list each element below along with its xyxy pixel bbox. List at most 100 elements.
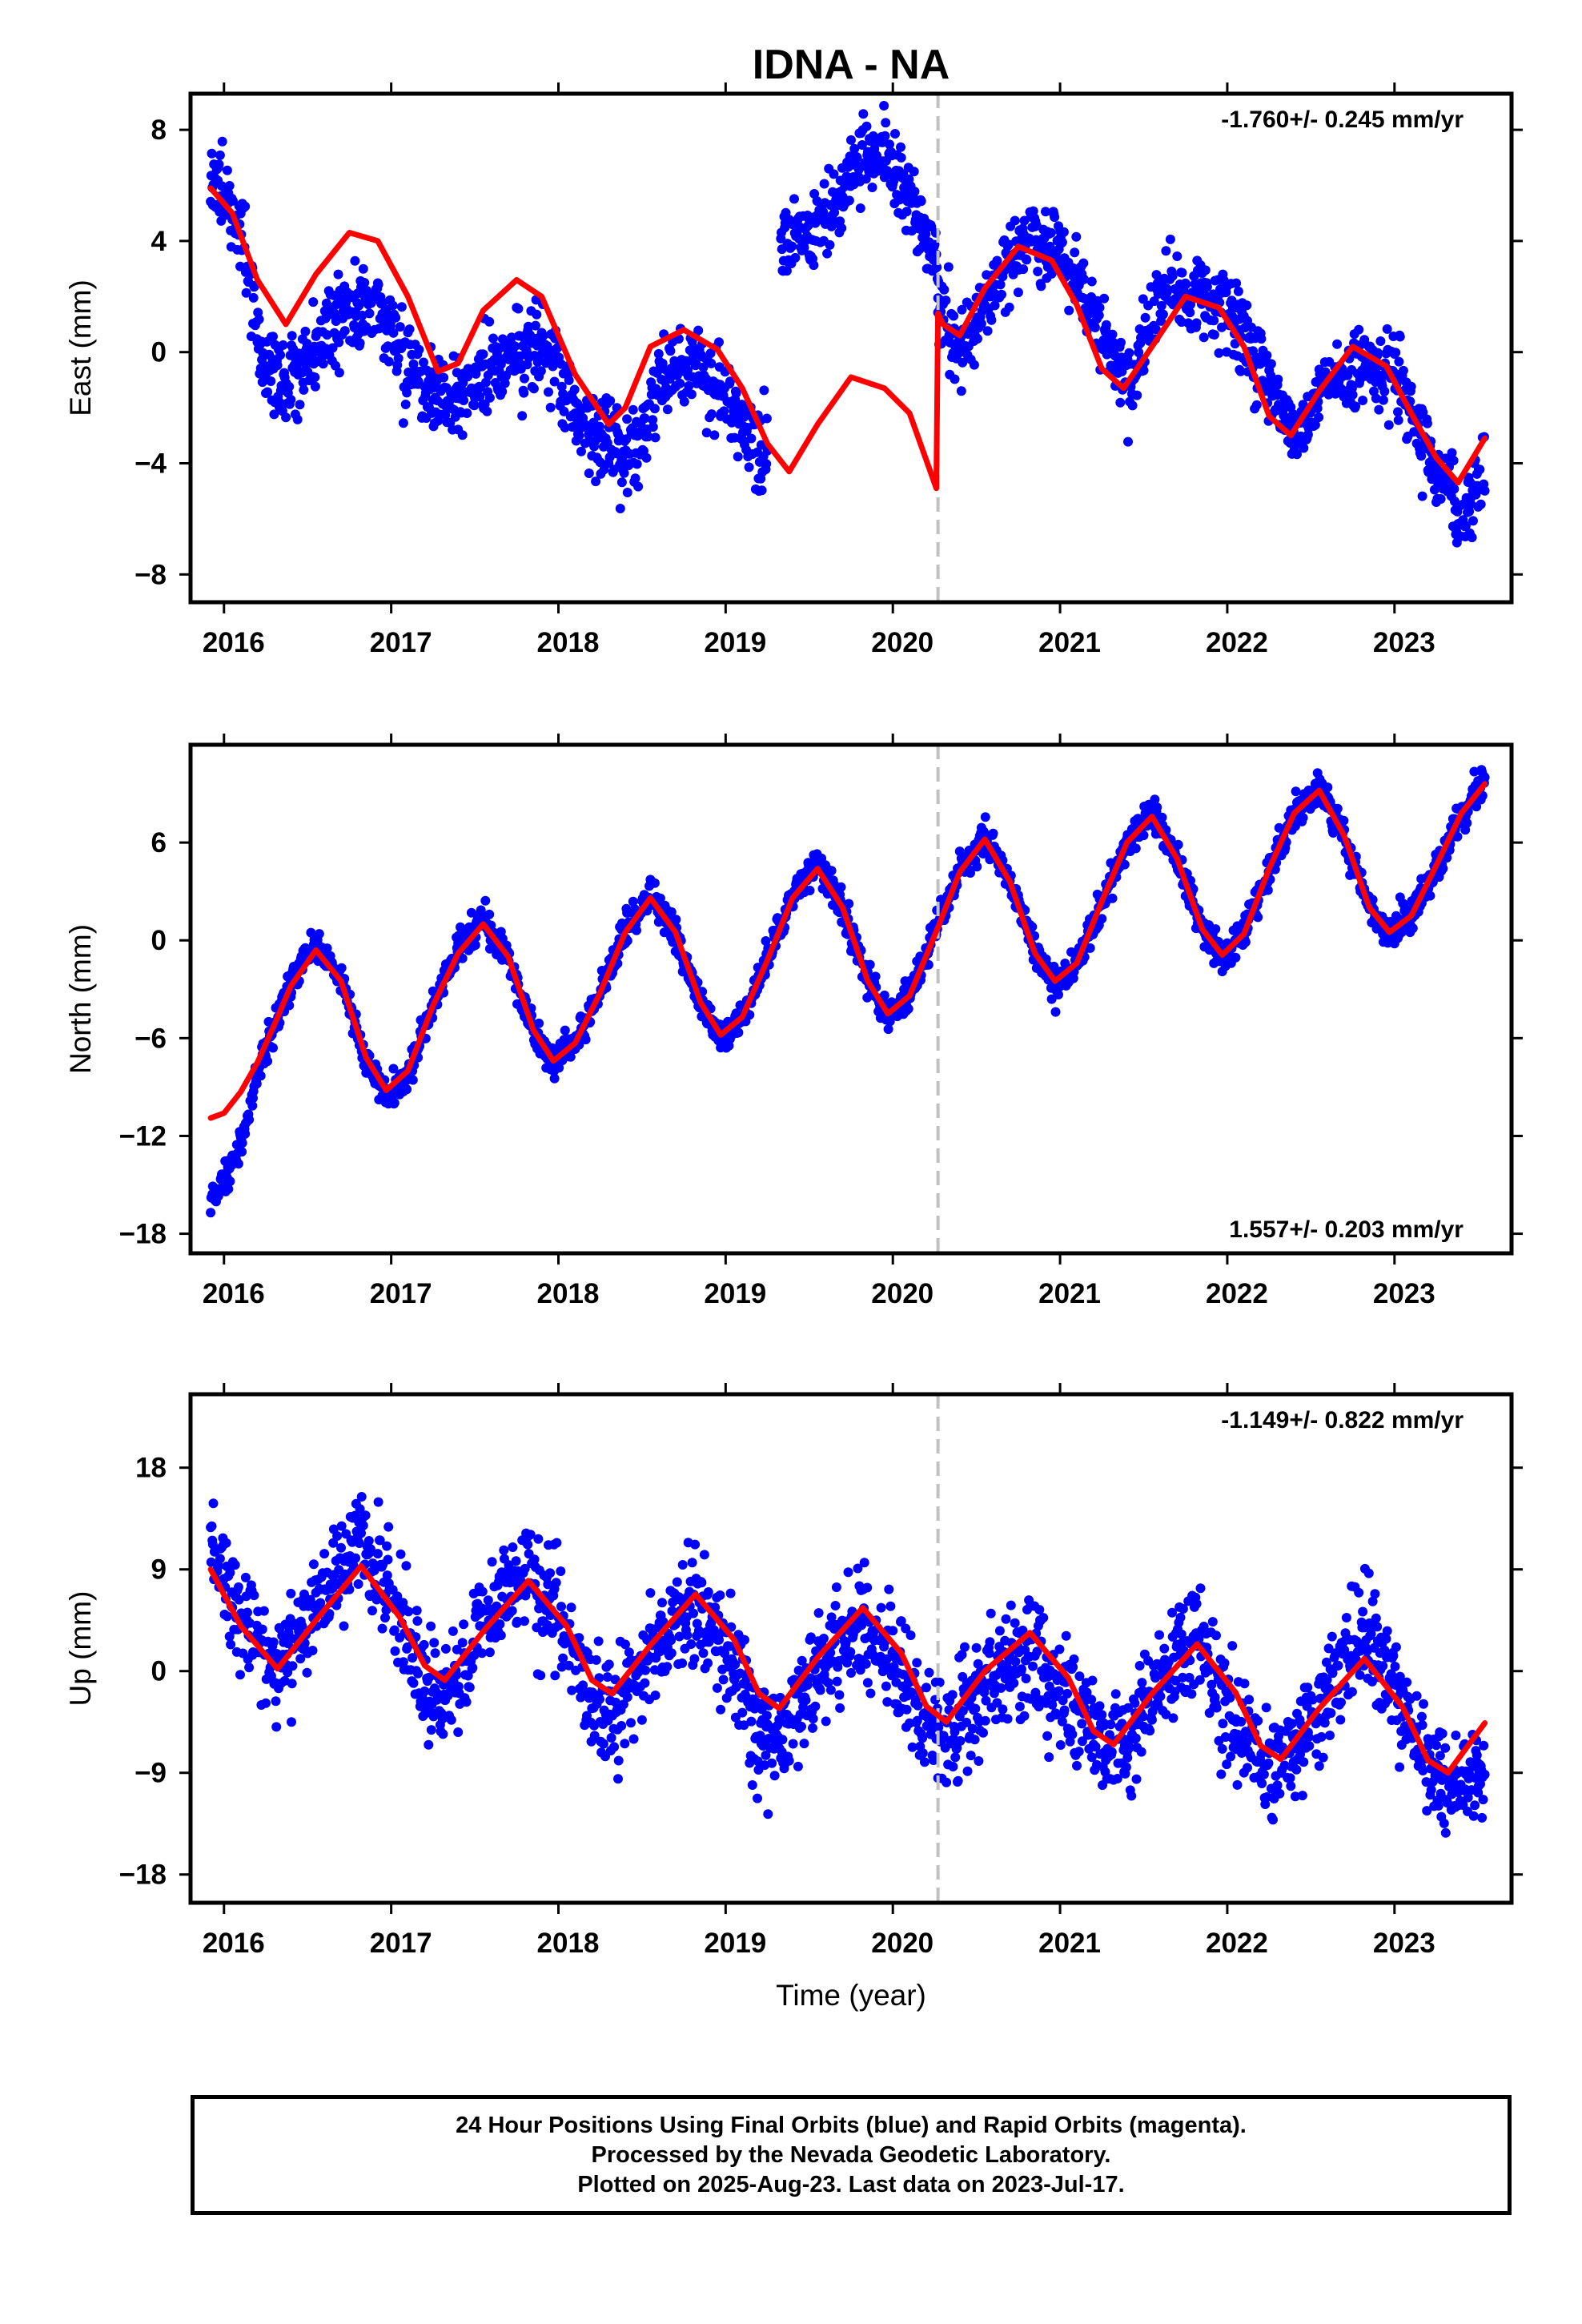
data-point: [330, 308, 340, 319]
data-point: [544, 387, 553, 397]
data-point: [552, 1538, 562, 1548]
data-point: [318, 359, 328, 369]
data-point: [308, 1559, 319, 1570]
data-point: [446, 1715, 456, 1725]
data-point: [931, 249, 942, 259]
data-point: [224, 1631, 235, 1642]
data-point: [453, 1727, 464, 1737]
data-point: [307, 1646, 318, 1655]
data-point: [300, 326, 311, 336]
data-point: [805, 886, 815, 895]
data-point: [725, 1641, 735, 1651]
data-point: [305, 1594, 315, 1605]
data-point: [855, 203, 865, 213]
data-point: [1299, 443, 1309, 453]
data-point: [380, 1613, 390, 1623]
data-point: [523, 321, 533, 332]
data-point: [389, 1625, 400, 1635]
data-point: [1167, 271, 1178, 281]
data-point: [430, 1648, 440, 1659]
data-point: [375, 1535, 385, 1546]
data-point: [299, 384, 309, 395]
data-point: [334, 337, 344, 348]
data-point: [1185, 308, 1195, 318]
data-point: [404, 1606, 414, 1617]
data-point: [240, 201, 251, 211]
data-point: [633, 481, 644, 492]
data-point: [966, 868, 975, 878]
model-curve: [207, 781, 1488, 1121]
data-point: [217, 136, 227, 147]
data-point: [496, 1630, 506, 1641]
data-point: [261, 1698, 271, 1708]
data-point: [703, 1587, 713, 1597]
data-point: [616, 477, 627, 488]
data-point: [377, 1623, 387, 1634]
data-point: [287, 331, 297, 341]
data-point: [452, 1644, 462, 1655]
data-point: [1209, 316, 1219, 326]
data-point: [268, 332, 278, 342]
data-point: [371, 1594, 382, 1605]
data-point: [1064, 305, 1074, 316]
data-point: [440, 1643, 451, 1654]
data-point: [980, 812, 990, 822]
data-point: [1050, 212, 1060, 223]
data-point: [334, 368, 344, 378]
data-point: [354, 1538, 364, 1548]
data-point: [1417, 491, 1427, 501]
data-point: [222, 165, 232, 175]
x-tick-label: 2019: [704, 627, 766, 658]
data-point: [699, 1550, 709, 1560]
x-tick-label: 2023: [1373, 1278, 1435, 1309]
data-point: [693, 325, 704, 336]
data-point: [653, 348, 664, 359]
data-point: [640, 413, 650, 424]
data-point: [1191, 318, 1202, 328]
data-point: [1273, 374, 1283, 384]
data-point: [350, 255, 360, 266]
data-point: [1046, 227, 1056, 238]
data-point: [327, 343, 338, 353]
data-point: [286, 1588, 296, 1598]
data-point: [1240, 937, 1251, 947]
y-tick-label: −4: [135, 448, 167, 480]
data-point: [574, 1633, 584, 1643]
data-point: [1418, 407, 1428, 417]
x-tick-label: 2018: [537, 627, 600, 658]
data-point: [336, 963, 347, 973]
data-point: [223, 1184, 234, 1194]
model-curve: [207, 185, 1488, 492]
data-point: [402, 1084, 412, 1095]
data-point: [1115, 397, 1126, 408]
data-point: [215, 150, 225, 160]
data-point: [314, 929, 324, 939]
data-point: [1394, 356, 1404, 367]
data-point: [284, 381, 295, 392]
data-point: [1462, 818, 1472, 828]
data-point: [364, 308, 375, 319]
data-point: [622, 414, 632, 424]
data-point: [357, 310, 367, 320]
data-point: [865, 959, 875, 970]
data-point: [1156, 300, 1166, 311]
data-point: [1464, 506, 1475, 517]
data-point: [1209, 330, 1219, 340]
data-point: [1116, 337, 1126, 348]
data-point: [901, 207, 912, 217]
data-point: [389, 1098, 400, 1108]
data-point: [483, 1595, 493, 1606]
data-point: [1027, 922, 1038, 932]
data-point: [495, 1619, 505, 1630]
data-point: [234, 1594, 244, 1605]
data-point: [836, 882, 846, 892]
data-point: [616, 1721, 627, 1731]
data-point: [542, 1620, 552, 1630]
data-point: [1253, 912, 1263, 923]
data-point: [287, 1717, 296, 1727]
data-point: [976, 319, 986, 329]
data-point: [268, 1043, 278, 1053]
data-point: [710, 1602, 721, 1613]
data-point: [359, 278, 370, 287]
data-point: [401, 1561, 412, 1571]
